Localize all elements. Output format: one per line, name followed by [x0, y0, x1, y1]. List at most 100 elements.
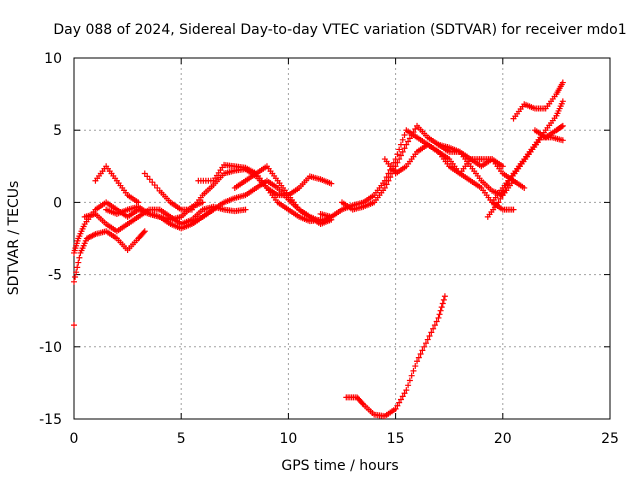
series-arc-15 — [489, 98, 566, 206]
data-point — [394, 159, 401, 166]
data-point — [242, 206, 249, 213]
data-point — [412, 125, 419, 132]
data-point — [438, 304, 445, 311]
data-point — [559, 122, 566, 129]
series-arc-4 — [92, 163, 142, 206]
data-point — [397, 396, 404, 403]
data-point — [521, 184, 528, 191]
data-point — [328, 180, 335, 187]
data-point — [500, 188, 507, 195]
data-point — [435, 314, 442, 321]
data-point — [71, 322, 77, 329]
series-arc-6 — [141, 166, 335, 213]
data-point — [399, 136, 406, 143]
series-arc-19 — [71, 322, 77, 329]
data-point — [558, 123, 565, 130]
series-arc-14 — [484, 134, 566, 220]
data-point — [396, 146, 403, 153]
data-point — [387, 174, 394, 181]
series-group — [71, 79, 566, 420]
data-point — [431, 322, 438, 329]
data-point — [72, 274, 79, 281]
chart-title: Day 088 of 2024, Sidereal Day-to-day VTE… — [53, 22, 626, 38]
series-arc-17 — [531, 122, 566, 141]
data-point — [396, 156, 403, 163]
data-point — [401, 145, 408, 152]
y-tick-label: -5 — [48, 268, 62, 284]
data-point — [497, 195, 504, 202]
data-point — [381, 184, 388, 191]
data-point — [405, 138, 412, 145]
series-arc-13 — [435, 141, 528, 191]
data-point — [397, 152, 404, 159]
data-point — [392, 405, 399, 412]
data-point — [504, 181, 511, 188]
data-point — [392, 163, 399, 170]
data-point — [410, 367, 417, 374]
data-point — [403, 387, 410, 394]
data-point — [141, 228, 148, 235]
data-point — [359, 400, 366, 407]
x-axis-label: GPS time / hours — [281, 458, 398, 474]
data-point — [422, 340, 429, 347]
y-tick-label: 0 — [53, 195, 62, 211]
x-tick-label: 10 — [279, 431, 297, 447]
x-tick-labels: 0 5 10 15 20 25 — [70, 431, 619, 447]
data-point — [437, 307, 444, 314]
data-point — [406, 135, 413, 142]
data-point — [410, 129, 417, 136]
x-tick-label: 0 — [70, 431, 79, 447]
data-point — [440, 296, 447, 303]
x-tick-label: 20 — [494, 431, 512, 447]
grid — [74, 58, 610, 419]
data-point — [436, 311, 443, 318]
data-point — [74, 264, 81, 271]
data-point — [401, 132, 408, 139]
y-axis-label: SDTVAR / TECUs — [6, 181, 22, 296]
data-point — [385, 177, 392, 184]
data-point — [408, 132, 415, 139]
plot-frame — [73, 57, 611, 420]
data-point — [75, 259, 82, 266]
x-tick-label: 25 — [601, 431, 619, 447]
data-point — [405, 382, 412, 389]
series-arc-16 — [510, 79, 566, 122]
data-point — [140, 229, 147, 236]
data-point — [559, 137, 566, 144]
series-arc-1 — [71, 228, 148, 285]
data-point — [499, 163, 506, 170]
data-point — [424, 336, 431, 343]
data-point — [426, 332, 433, 339]
series-arc-18 — [343, 293, 448, 420]
data-point — [439, 300, 446, 307]
data-point — [417, 351, 424, 358]
data-point — [199, 199, 206, 206]
data-point — [428, 329, 435, 336]
data-point — [396, 399, 403, 406]
data-point — [433, 318, 440, 325]
y-tick-label: 5 — [53, 123, 62, 139]
data-point — [421, 343, 428, 350]
data-point — [441, 293, 448, 300]
data-point — [559, 79, 566, 86]
data-point — [412, 363, 419, 370]
data-point — [73, 269, 80, 276]
data-point — [419, 347, 426, 354]
data-point — [414, 358, 421, 365]
x-tick-label: 15 — [387, 431, 405, 447]
data-point — [408, 372, 415, 379]
y-tick-label: 10 — [44, 51, 62, 67]
data-point — [397, 141, 404, 148]
data-point — [394, 151, 401, 158]
y-tick-label: -15 — [39, 412, 62, 428]
data-point — [71, 278, 77, 285]
y-tick-labels: -15 -10 -5 0 5 10 — [39, 51, 62, 428]
axis-ticks — [73, 57, 611, 420]
data-point — [399, 148, 406, 155]
data-point — [415, 354, 422, 361]
data-point — [401, 390, 408, 397]
data-point — [510, 206, 517, 213]
data-point — [403, 141, 410, 148]
x-tick-label: 5 — [177, 431, 186, 447]
